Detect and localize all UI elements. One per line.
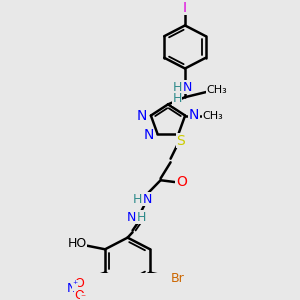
Text: CH₃: CH₃ [207, 85, 227, 95]
Text: H: H [133, 193, 142, 206]
Text: N: N [182, 81, 192, 94]
Text: N: N [143, 128, 154, 142]
Text: CH₃: CH₃ [203, 110, 224, 121]
Text: S: S [176, 134, 185, 148]
Text: H: H [137, 211, 146, 224]
Text: N: N [66, 282, 76, 295]
Text: N: N [143, 193, 152, 206]
Text: HO: HO [68, 237, 87, 250]
Text: H: H [172, 92, 182, 106]
Text: N: N [137, 109, 147, 122]
Text: Br: Br [171, 272, 185, 285]
Text: N: N [127, 211, 136, 224]
Text: ⁺: ⁺ [72, 280, 78, 290]
Text: ⁻: ⁻ [80, 294, 86, 300]
Text: H: H [172, 81, 182, 94]
Text: I: I [183, 1, 187, 14]
Text: O: O [74, 277, 84, 290]
Text: O: O [176, 175, 187, 189]
Text: N: N [189, 108, 199, 122]
Text: O: O [74, 289, 84, 300]
